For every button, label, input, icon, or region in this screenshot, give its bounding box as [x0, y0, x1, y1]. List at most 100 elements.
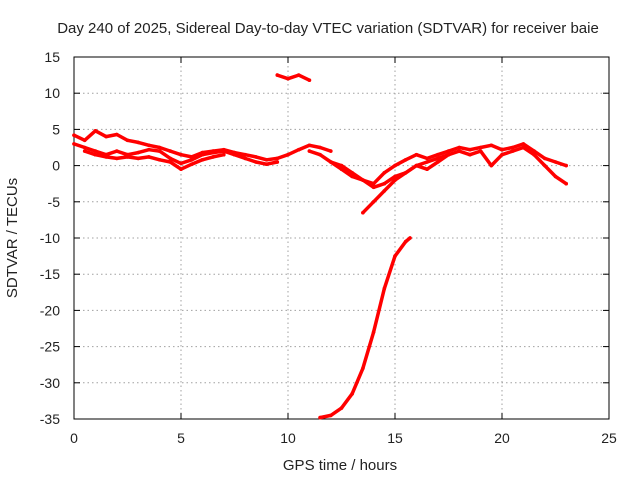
data-point	[168, 149, 173, 153]
data-point	[307, 149, 312, 153]
data-point	[147, 147, 151, 152]
data-point	[136, 140, 140, 145]
data-point	[93, 129, 98, 133]
data-point	[329, 149, 333, 153]
data-point	[157, 145, 162, 150]
data-point	[403, 158, 408, 162]
data-point	[275, 156, 280, 161]
data-point	[489, 163, 494, 168]
data-point	[179, 152, 183, 157]
data-point	[157, 149, 162, 153]
data-point	[125, 155, 130, 159]
data-point	[468, 147, 472, 152]
y-tick-label: -30	[40, 375, 60, 391]
data-point	[307, 143, 312, 148]
data-point	[189, 162, 194, 166]
data-point	[125, 138, 130, 143]
data-point	[371, 330, 376, 334]
data-point	[553, 160, 558, 164]
data-point	[307, 78, 312, 82]
data-point	[211, 150, 215, 155]
data-point	[339, 406, 344, 410]
data-point	[543, 163, 547, 168]
data-point	[243, 152, 247, 157]
data-point	[275, 160, 280, 164]
data-point	[254, 155, 258, 159]
data-point	[436, 152, 440, 157]
data-point	[382, 189, 387, 193]
data-point	[350, 391, 355, 396]
data-point	[414, 152, 419, 157]
data-point	[296, 147, 301, 152]
x-tick-label: 25	[601, 430, 617, 446]
y-tick-label: 0	[52, 158, 60, 174]
data-point	[104, 134, 108, 139]
data-point	[82, 149, 87, 153]
y-tick-label: 5	[52, 121, 60, 137]
data-point	[393, 254, 397, 258]
data-point	[543, 156, 547, 161]
data-point	[436, 156, 440, 161]
y-tick-label: -5	[48, 194, 61, 210]
data-point	[468, 152, 472, 157]
data-point	[115, 156, 119, 161]
x-tick-label: 15	[387, 430, 403, 446]
y-tick-label: -35	[40, 411, 60, 427]
data-point	[264, 158, 269, 162]
data-point	[425, 160, 429, 164]
data-point	[553, 174, 558, 179]
series-satellite-arc-3	[82, 149, 226, 171]
data-point	[329, 160, 333, 164]
y-tick-label: -25	[40, 339, 60, 355]
data-point	[446, 149, 451, 153]
data-point	[93, 149, 98, 153]
data-point	[254, 160, 258, 164]
data-point	[286, 152, 290, 157]
y-tick-label: -15	[40, 266, 60, 282]
data-point	[82, 138, 87, 143]
data-point	[222, 152, 226, 157]
data-point	[489, 143, 494, 148]
y-tick-label: 15	[44, 49, 60, 65]
data-point	[157, 158, 162, 162]
data-point	[510, 149, 515, 153]
data-point	[382, 181, 387, 186]
series-satellite-arc-2	[72, 142, 280, 166]
data-point	[532, 152, 536, 157]
data-point	[478, 145, 483, 150]
series-satellite-arc-4	[275, 73, 312, 82]
series-satellite-arc-8	[318, 236, 412, 420]
x-tick-label: 10	[280, 430, 296, 446]
data-point	[72, 133, 76, 137]
data-point	[136, 156, 140, 161]
data-point	[371, 185, 376, 190]
data-point	[104, 155, 108, 159]
data-point	[200, 152, 205, 157]
data-point	[414, 163, 419, 168]
y-tick-label: 10	[44, 85, 60, 101]
data-point	[403, 171, 408, 175]
data-point	[393, 163, 397, 168]
data-point	[425, 156, 429, 161]
data-point	[457, 149, 462, 153]
data-point	[521, 145, 526, 150]
data-point	[179, 161, 183, 166]
x-tick-label: 0	[70, 430, 78, 446]
data-point	[286, 76, 290, 81]
data-point	[296, 73, 301, 77]
data-point	[425, 167, 429, 171]
data-point	[72, 142, 76, 146]
data-point	[318, 415, 322, 420]
data-point	[115, 149, 119, 153]
data-point	[147, 143, 151, 148]
data-point	[232, 152, 237, 157]
data-point	[521, 142, 526, 146]
data-point	[436, 160, 440, 164]
x-tick-label: 5	[177, 430, 185, 446]
y-tick-label: -20	[40, 302, 60, 318]
x-tick-label: 20	[494, 430, 510, 446]
data-point	[371, 200, 376, 204]
data-point	[478, 149, 483, 153]
data-point	[510, 145, 515, 150]
